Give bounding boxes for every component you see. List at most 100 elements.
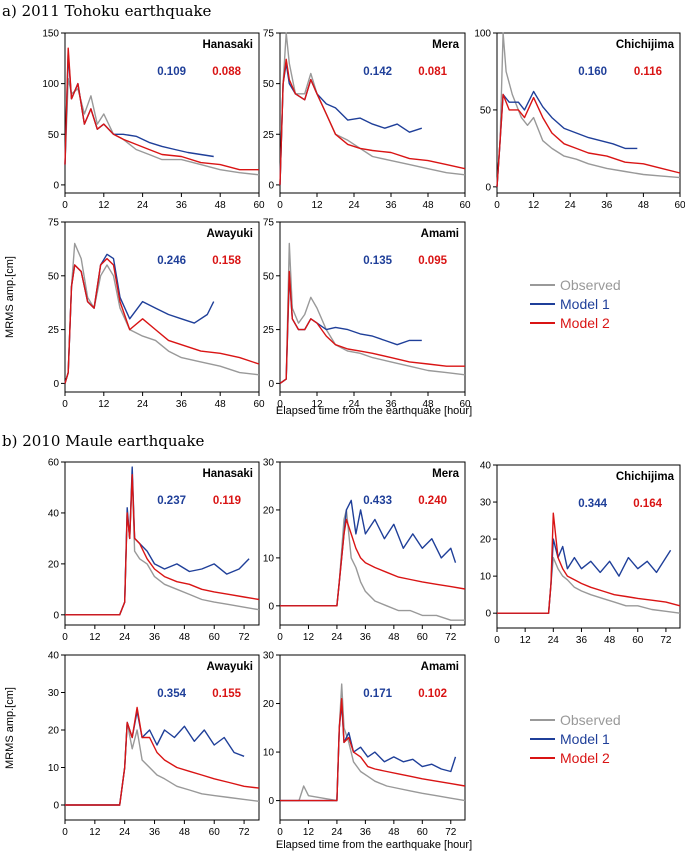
x-tick-label: 0 [62,827,68,838]
x-tick-label: 0 [62,399,68,410]
model1-score: 0.344 [578,498,607,510]
model2-line [65,706,260,806]
observed-line [64,242,260,384]
x-tick-label: 36 [576,635,588,646]
model2-line [65,474,260,616]
y-tick-label: 0 [53,610,59,621]
x-tick-label: 24 [348,399,360,410]
y-tick-label: 0 [53,801,59,812]
x-tick-label: 36 [176,200,188,211]
x-tick-label: 12 [303,827,315,838]
y-tick-label: 30 [263,458,275,469]
x-tick-label: 12 [528,200,540,211]
model1-line [496,90,638,187]
model2-score: 0.081 [418,66,447,78]
panel-hanasaki-maule: 0 12 24 36 48 60 72 0 20 40 60 Hanasaki 0.237 0.119 [48,458,260,643]
model1-score: 0.237 [157,495,186,507]
station-name: Mera [432,468,459,480]
y-tick-label: 10 [263,748,275,759]
plot-frame [64,461,260,626]
x-tick-label: 72 [445,632,457,643]
x-tick-label: 48 [388,827,400,838]
x-tick-label: 60 [209,827,221,838]
x-tick-label: 48 [215,399,227,410]
x-tick-label: 48 [179,632,191,643]
y-tick-label: 20 [48,726,60,737]
y-tick-label: 25 [48,325,60,336]
y-tick-label: 20 [263,505,275,516]
y-tick-label: 150 [42,29,59,40]
x-tick-label: 36 [385,399,397,410]
station-name: Hanasaki [202,468,253,480]
x-tick-label: 36 [360,632,372,643]
model2-score: 0.155 [212,688,241,700]
model1-score: 0.171 [363,688,392,700]
x-tick-label: 60 [417,632,429,643]
x-tick-label: 36 [601,200,613,211]
model1-score: 0.160 [578,66,607,78]
model2-line [64,47,259,171]
section-b-ylabel: MRMS amp.[cm] [4,687,16,769]
model2-score: 0.158 [212,255,241,267]
x-tick-label: 60 [253,399,265,410]
x-tick-label: 60 [674,200,685,211]
model2-score: 0.088 [212,66,241,78]
x-tick-label: 12 [89,632,101,643]
plot-frame [279,654,466,821]
x-tick-label: 12 [303,632,315,643]
model2-score: 0.164 [633,498,662,510]
x-tick-label: 48 [179,827,191,838]
y-tick-label: 10 [48,763,60,774]
y-tick-label: 20 [480,535,492,546]
y-tick-label: 30 [48,688,60,699]
x-tick-label: 24 [119,632,131,643]
legend-model1-label: Model 1 [560,731,610,747]
y-tick-label: 20 [263,699,275,710]
x-tick-label: 60 [459,200,471,211]
model1-score: 0.354 [157,688,186,700]
model2-score: 0.095 [418,255,447,267]
y-tick-label: 20 [48,559,60,570]
station-name: Awayuki [207,661,253,673]
model1-line [497,538,672,614]
x-tick-label: 60 [417,827,429,838]
model2-line [280,518,466,607]
model2-line [496,93,681,187]
plot-frame [279,32,466,194]
legend-observed-label: Observed [560,712,621,728]
observed-line [496,32,681,187]
model1-score: 0.109 [157,66,186,78]
x-tick-label: 24 [331,632,343,643]
x-tick-label: 24 [565,200,577,211]
y-tick-label: 10 [480,572,492,583]
x-tick-label: 48 [604,635,616,646]
observed-line [279,242,466,384]
y-tick-label: 75 [263,218,275,229]
y-tick-label: 30 [263,651,275,662]
y-tick-label: 0 [485,182,491,193]
x-tick-label: 0 [277,200,283,211]
y-tick-label: 50 [48,271,60,282]
model2-score: 0.119 [213,495,241,507]
y-tick-label: 0 [53,379,59,390]
y-tick-label: 75 [263,29,275,40]
y-tick-label: 50 [48,130,60,141]
y-tick-label: 50 [263,271,275,282]
x-tick-label: 24 [137,200,149,211]
x-tick-label: 24 [548,635,560,646]
x-tick-label: 0 [277,827,283,838]
x-tick-label: 72 [239,632,251,643]
panel-amami-tohoku: 0 12 24 36 48 60 0 25 50 75 Amami 0.135 0.095 [263,218,471,411]
y-tick-label: 25 [263,130,275,141]
y-tick-label: 0 [268,180,274,191]
y-tick-label: 100 [42,79,59,90]
x-tick-label: 48 [638,200,650,211]
model2-line [64,257,260,384]
legend-model1-label: Model 1 [560,296,610,312]
x-tick-label: 48 [388,632,400,643]
legend-observed-label: Observed [560,277,621,293]
panel-chichijima-maule: 0 12 24 36 48 60 72 0 10 20 30 40 Chichijima 0.344 0.1… [480,461,681,646]
x-tick-label: 0 [277,399,283,410]
x-tick-label: 24 [331,827,343,838]
